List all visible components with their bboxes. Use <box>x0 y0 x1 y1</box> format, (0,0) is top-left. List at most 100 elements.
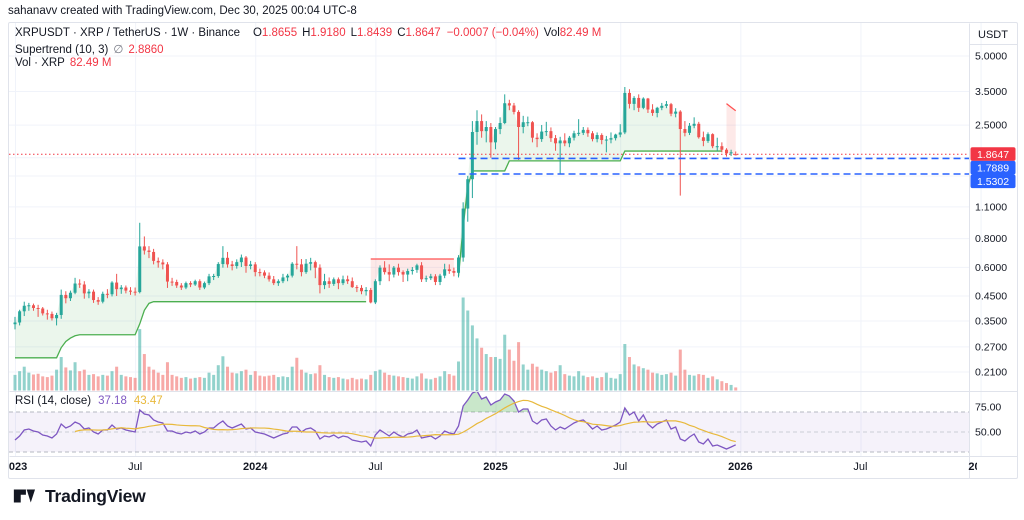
volume-bar <box>226 366 230 391</box>
candle-bar <box>521 115 525 134</box>
candle-bar <box>216 262 220 278</box>
candle-bar <box>674 108 678 118</box>
volume-bar <box>724 383 728 391</box>
change-value: −0.0007 (−0.04%) <box>446 27 539 39</box>
candle-bar <box>138 222 142 294</box>
tradingview-logo-text: TradingView <box>45 485 146 506</box>
candle-bar <box>105 289 109 299</box>
price-axis[interactable]: USDT 5.0000 3.5000 2.5000 1.1000 0.8000 0.6000… <box>975 29 1008 439</box>
candle-bar <box>82 281 86 299</box>
volume-bar <box>276 377 280 391</box>
volume-bar <box>452 375 456 391</box>
candle-bar <box>646 97 650 113</box>
volume-bar <box>660 374 664 391</box>
volume-bar <box>429 379 433 391</box>
candle-bar <box>637 94 641 112</box>
volume-bar <box>683 369 687 391</box>
volume-bar <box>68 370 72 391</box>
rsi-band <box>9 411 969 453</box>
candle-bar <box>165 262 169 288</box>
supertrend-line <box>15 103 737 359</box>
volume-bar <box>655 373 659 391</box>
supertrend-eye-icon[interactable]: ∅ <box>113 44 124 56</box>
candle-bar <box>480 114 484 138</box>
candle-bar <box>170 277 174 286</box>
rsi-legend-row[interactable]: RSI (14, close) 37.18 43.47 <box>15 395 163 407</box>
candle-bar <box>161 259 165 270</box>
grid-lines <box>9 23 982 456</box>
volume-bar <box>720 381 724 391</box>
price-tick-label: 5.0000 <box>975 50 1007 62</box>
rsi-tick-label: 75.00 <box>975 402 1001 414</box>
volume-bar <box>202 377 206 391</box>
candle-bar <box>581 126 585 136</box>
volume-bar <box>618 374 622 391</box>
time-tick-label: 2025 <box>483 461 507 473</box>
candle-bar <box>706 132 710 143</box>
volume-bar <box>415 376 419 391</box>
volume-legend-row[interactable]: Vol · XRP 82.49 M <box>15 57 111 69</box>
low-value: 1.8439 <box>357 27 393 39</box>
attribution-text: sahanavv created with TradingView.com, D… <box>8 5 357 17</box>
volume-bar <box>78 371 82 391</box>
volume-bar <box>41 376 45 391</box>
candle-bar <box>142 236 146 255</box>
symbol-legend-row[interactable]: XRPUSDT · XRP / TetherUS · 1W · Binance O… <box>15 27 601 39</box>
price-level-lines[interactable] <box>9 153 969 175</box>
tradingview-logo-icon <box>13 489 36 503</box>
volume-bar <box>212 374 216 391</box>
volume-bar <box>507 349 511 391</box>
volume-bar <box>216 365 220 391</box>
candle-bar <box>701 131 705 147</box>
price-tick-label: 0.4500 <box>975 290 1007 302</box>
open-value: 1.8655 <box>261 27 298 39</box>
pane-separators <box>9 23 1017 478</box>
volume-bar <box>447 374 451 391</box>
volume-bar <box>701 374 705 391</box>
volume-bar <box>258 375 262 391</box>
candle-bar <box>286 273 290 282</box>
candle-bar <box>101 291 105 304</box>
volume-bar <box>392 375 396 391</box>
volume-bar <box>346 379 350 391</box>
volume-bar <box>165 362 169 391</box>
volume-bar <box>646 369 650 391</box>
candle-bar <box>563 133 567 147</box>
volume-bar <box>96 376 100 391</box>
volume-bar <box>341 378 345 391</box>
volume-bar <box>18 371 22 391</box>
candle-bar <box>50 311 54 321</box>
candle-bar <box>226 251 230 268</box>
volume-bar <box>22 366 26 391</box>
volume-bar <box>498 358 502 391</box>
volume-bar <box>609 377 613 391</box>
volume-bar <box>544 371 548 391</box>
high-label: H <box>302 27 311 39</box>
supertrend-legend-row[interactable]: Supertrend (10, 3) ∅ 2.8860 <box>15 42 164 56</box>
candle-bar <box>198 279 202 290</box>
candle-bar <box>651 104 655 116</box>
candle-bar <box>290 262 294 278</box>
volume-value: 82.49 M <box>559 27 602 39</box>
price-chart-canvas[interactable]: USDT 5.0000 3.5000 2.5000 1.1000 0.8000 0.6000… <box>9 23 1017 478</box>
volume-bar <box>45 377 49 391</box>
candle-bar <box>152 248 156 265</box>
volume-bar <box>50 375 54 391</box>
candle-bar <box>239 254 243 267</box>
chart-card: USDT 5.0000 3.5000 2.5000 1.1000 0.8000 0.6000… <box>8 22 1018 479</box>
candle-bar <box>73 277 77 295</box>
candle-bar <box>332 277 336 286</box>
tradingview-logo[interactable]: TradingView <box>12 483 146 509</box>
volume-bar <box>207 372 211 391</box>
candle-bar <box>577 119 581 136</box>
candle-bar <box>489 123 493 158</box>
volume-bar <box>239 371 243 391</box>
open-label: O <box>252 27 262 39</box>
candle-bar <box>401 270 405 282</box>
volume-bar <box>156 372 160 391</box>
volume-bar <box>688 374 692 391</box>
volume-bar <box>133 377 137 391</box>
candle-bar <box>360 285 363 295</box>
